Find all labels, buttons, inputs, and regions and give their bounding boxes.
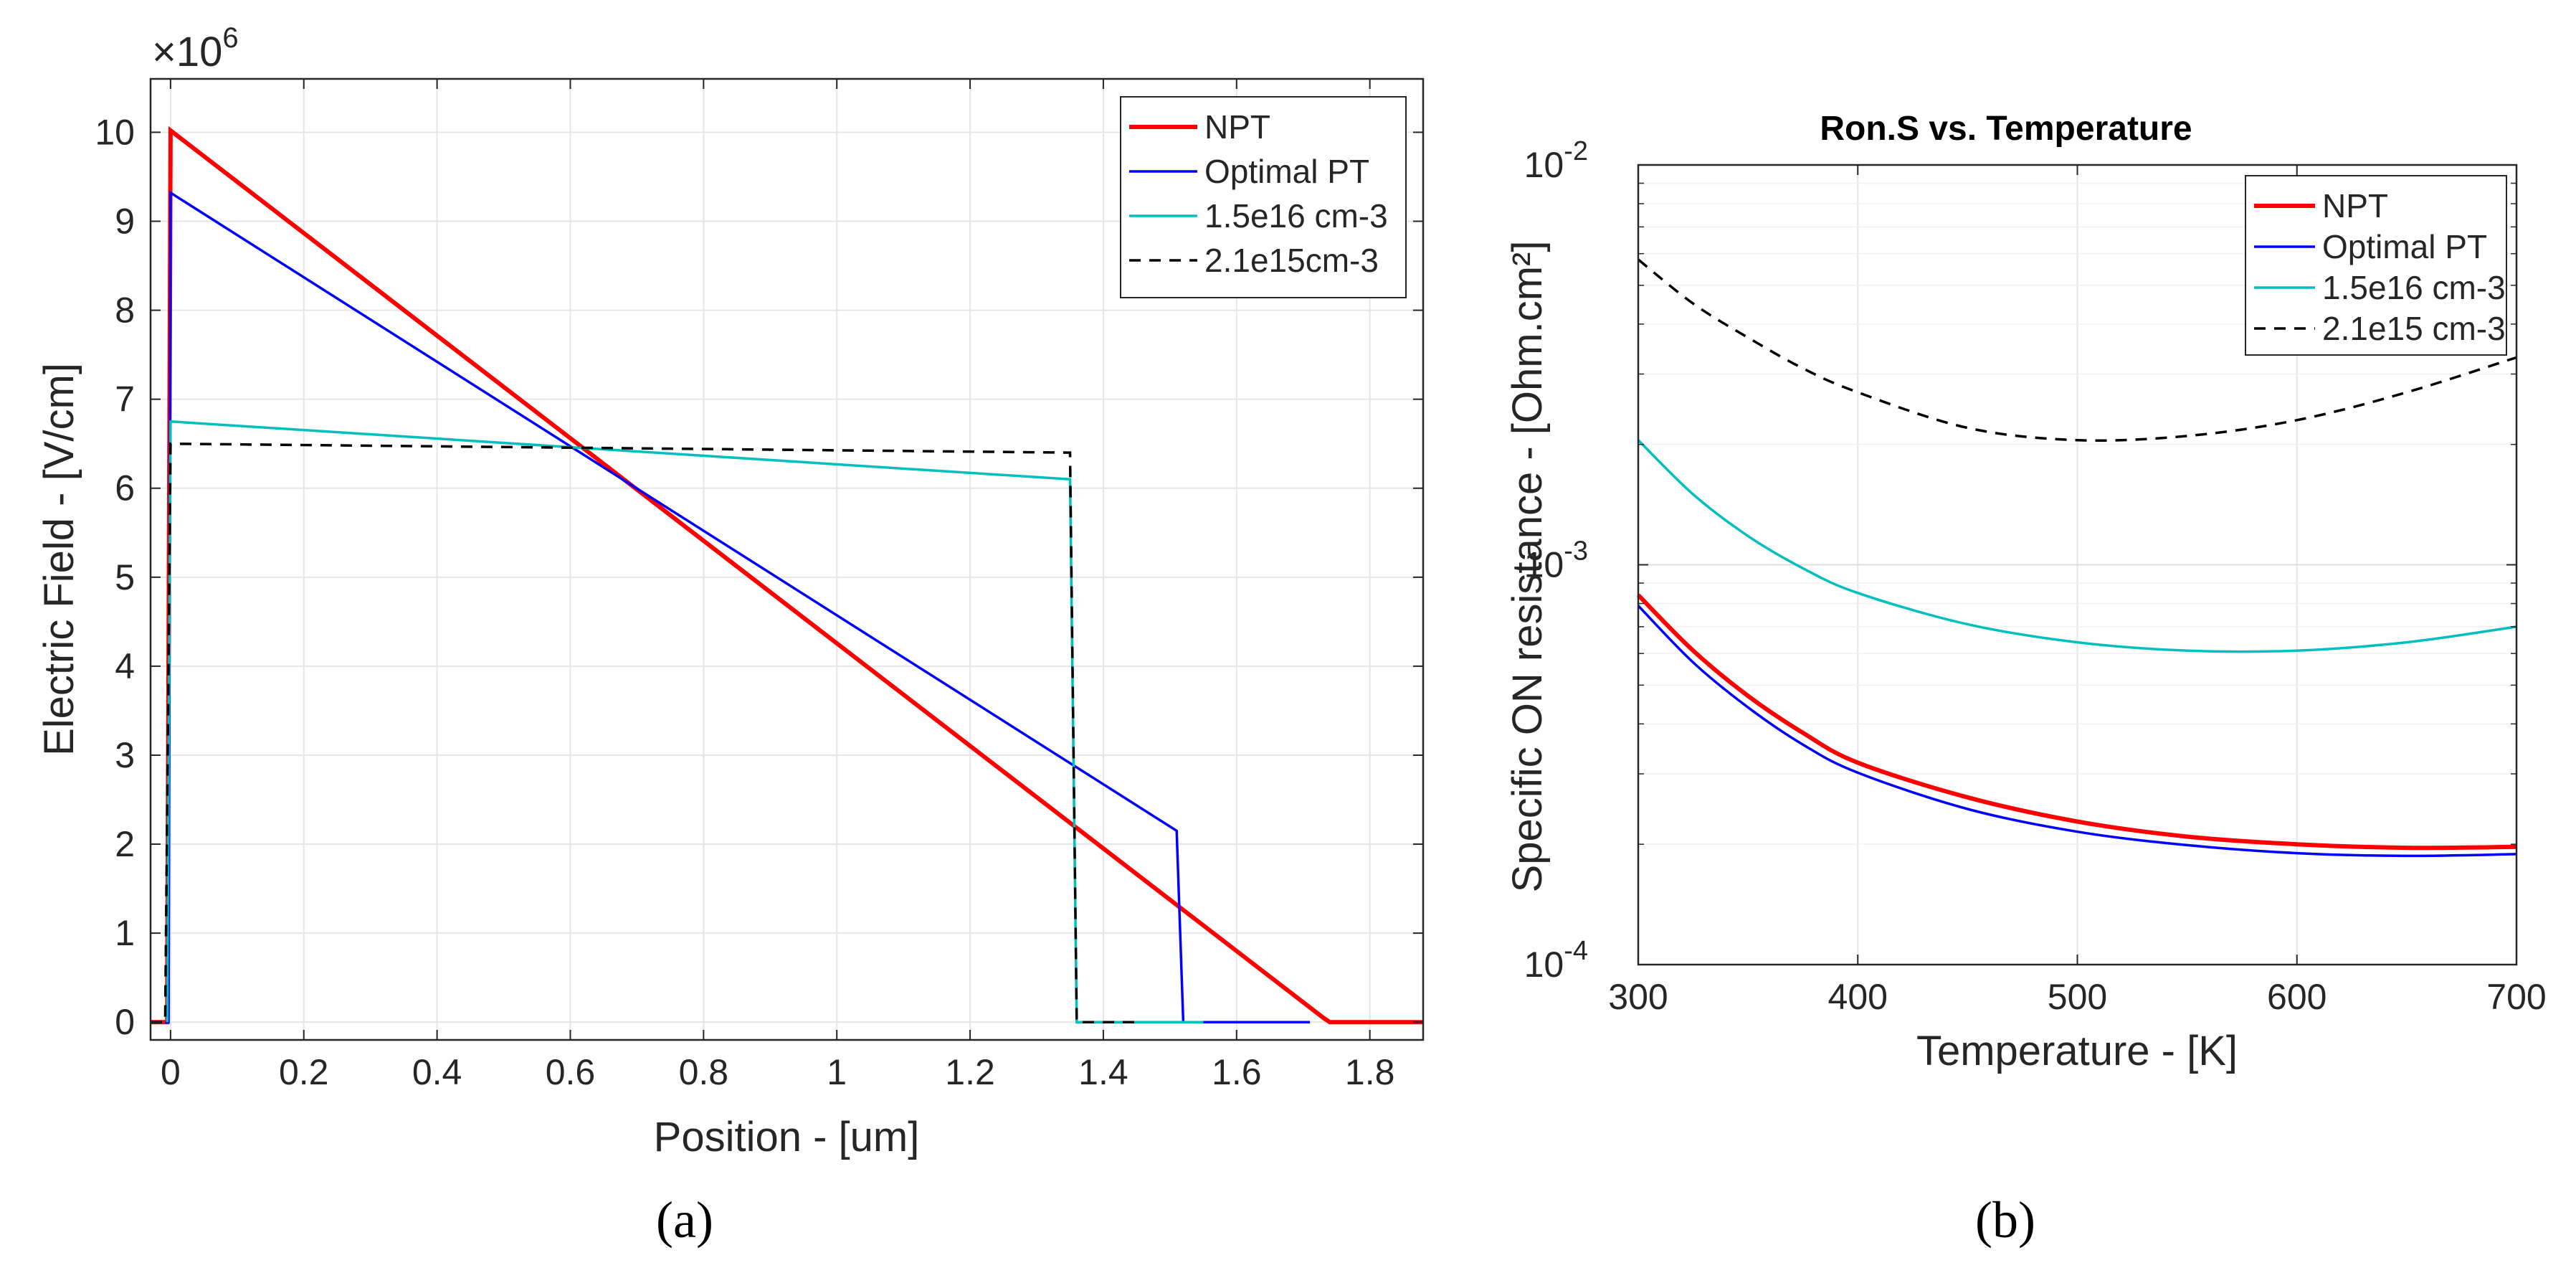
panel-a-y-tick-labels: 0 1 2 3 4 5 6 7 8 9 10 [95, 112, 135, 1042]
legend-label: NPT [1204, 108, 1270, 146]
x-tick-label: 1 [827, 1052, 847, 1092]
panel-b-legend-items: NPT Optimal PT 1.5e16 cm-3 2.1e15 cm-3 [2254, 187, 2506, 347]
panel-a-legend: NPT Optimal PT 1.5e16 cm-3 2.1e15cm-3 [1120, 96, 1407, 298]
y-tick-label: 6 [115, 468, 135, 508]
caption-a: (a) [656, 1191, 713, 1249]
series-line-1-5e16-cm-3 [166, 420, 1204, 1023]
panel-b-y-tick-labels: 10-4 10-3 10-2 [1524, 136, 1588, 985]
x-tick-label: 1.8 [1345, 1052, 1395, 1092]
panel-a-multiplier: ×106 [152, 22, 239, 75]
y-tick-label: 2 [115, 824, 135, 864]
series-line-1-5e16-cm-3 [1637, 439, 2517, 653]
y-tick-label: 10-3 [1524, 536, 1588, 585]
panel-a-ticks [151, 79, 1423, 1040]
legend-label: 2.1e15cm-3 [1204, 242, 1379, 279]
panel-a-x-tick-labels: 0 0.2 0.4 0.6 0.8 1 1.2 1.4 1.6 1.8 [161, 1052, 1394, 1092]
y-tick-label: 10-2 [1524, 136, 1588, 185]
series-line-2-1e15cm-3 [151, 442, 1137, 1023]
x-tick-label: 600 [2267, 977, 2327, 1017]
x-tick-label: 0.4 [412, 1052, 462, 1092]
panel-b-x-tick-labels: 300 400 500 600 700 [1608, 977, 2546, 1017]
series-line-npt [1636, 593, 2517, 851]
panel-b-x-axis-label: Temperature - [K] [1916, 1028, 2238, 1074]
series-line-optimal-pt [1637, 605, 2517, 858]
panel-b-y-axis-label: Specific ON resistance - [Ohm.cm²] [1504, 241, 1551, 893]
x-tick-label: 0.8 [679, 1052, 729, 1092]
x-tick-label: 1.2 [945, 1052, 995, 1092]
x-tick-label: 0 [161, 1052, 181, 1092]
panel-b-ticks [1638, 164, 2517, 965]
panel-a-axes-box [149, 77, 1425, 1041]
panel-b-series [1636, 258, 2517, 858]
y-tick-label: 3 [115, 735, 135, 775]
legend-label: Optimal PT [2322, 228, 2487, 265]
panel-a-series [151, 126, 1423, 1025]
x-tick-label: 0.6 [546, 1052, 596, 1092]
legend-label: NPT [2322, 187, 2388, 224]
series-line-npt [151, 126, 1423, 1025]
panel-b-title: Ron.S vs. Temperature [1820, 110, 2192, 148]
y-tick-label: 1 [115, 913, 135, 953]
y-tick-label: 10 [95, 112, 135, 152]
x-tick-label: 1.4 [1078, 1052, 1128, 1092]
x-tick-label: 0.2 [279, 1052, 329, 1092]
y-tick-label: 7 [115, 379, 135, 420]
x-tick-label: 400 [1828, 977, 1888, 1017]
panel-a-y-axis-label: Electric Field - [V/cm] [36, 363, 82, 756]
y-tick-label: 8 [115, 290, 135, 331]
legend-label: 1.5e16 cm-3 [2322, 269, 2506, 306]
legend-label: 2.1e15 cm-3 [2322, 310, 2506, 347]
panel-a-electric-field-chart: 0 0.2 0.4 0.6 0.8 1 1.2 1.4 1.6 1.8 012345678910 … [36, 22, 1425, 1160]
y-tick-label: 10-4 [1524, 936, 1588, 985]
y-tick-label: 0 [115, 1002, 135, 1042]
panel-b-legend: NPT Optimal PT 1.5e16 cm-3 2.1e15 cm-3 [2245, 175, 2507, 356]
x-tick-label: 300 [1608, 977, 1668, 1017]
legend-label: Optimal PT [1204, 153, 1369, 190]
panel-b-ron-vs-temperature-chart: Ron.S vs. Temperature 300 400 500 600 700 10… [1504, 110, 2547, 1074]
y-tick-label: 4 [115, 646, 135, 686]
caption-b: (b) [1975, 1191, 2035, 1249]
panel-a-x-axis-label: Position - [um] [654, 1114, 920, 1160]
legend-label: 1.5e16 cm-3 [1204, 197, 1388, 235]
panel-a-legend-box [1120, 96, 1407, 298]
panel-a-legend-items: NPT Optimal PT 1.5e16 cm-3 2.1e15cm-3 [1129, 108, 1388, 279]
y-tick-label: 5 [115, 557, 135, 597]
x-tick-label: 700 [2486, 977, 2546, 1017]
y-tick-label: 9 [115, 202, 135, 242]
x-tick-label: 500 [2048, 977, 2107, 1017]
x-tick-label: 1.6 [1212, 1052, 1262, 1092]
